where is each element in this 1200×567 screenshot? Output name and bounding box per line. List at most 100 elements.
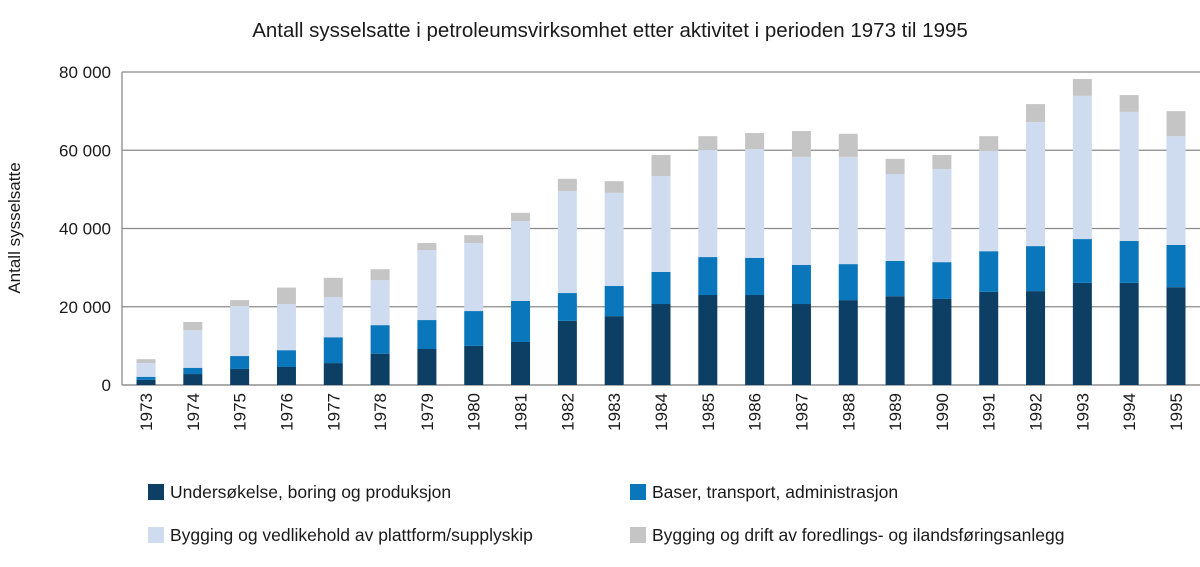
y-tick-label: 80 000	[59, 63, 111, 82]
bar-segment	[1072, 79, 1092, 96]
bar-segment	[276, 287, 296, 305]
bar-segment	[979, 151, 999, 252]
bar-segment	[885, 158, 905, 175]
x-tick-label: 1982	[558, 393, 577, 431]
bar-segment	[932, 262, 952, 299]
bar-segment	[323, 337, 343, 364]
x-tick-label: 1989	[886, 393, 905, 431]
x-tick-label: 1988	[839, 393, 858, 431]
legend-swatch	[148, 527, 164, 543]
y-tick-label: 0	[102, 376, 111, 395]
bar-segment	[1119, 241, 1139, 283]
bar-segment	[417, 242, 437, 251]
legend-label: Bygging og vedlikehold av plattform/supp…	[170, 525, 533, 545]
x-tick-label: 1995	[1167, 393, 1186, 431]
bar-segment	[230, 305, 250, 357]
bar-segment	[183, 330, 203, 368]
chart-title: Antall sysselsatte i petroleumsvirksomhe…	[252, 19, 968, 42]
bar-segment	[417, 349, 437, 385]
bar-segment	[979, 251, 999, 292]
bar-segment	[557, 190, 577, 294]
bar-segment	[417, 250, 437, 321]
legend-label: Bygging og drift av foredlings- og iland…	[652, 525, 1064, 545]
bar-segment	[604, 181, 624, 193]
bar-segment	[1166, 244, 1186, 288]
bar-segment	[370, 353, 390, 385]
x-tick-label: 1980	[465, 393, 484, 431]
x-tick-label: 1990	[933, 393, 952, 431]
bar-segment	[557, 178, 577, 191]
bar-segment	[230, 368, 250, 385]
bar-segment	[511, 341, 531, 385]
x-tick-label: 1976	[277, 393, 296, 431]
bar-segment	[136, 376, 156, 380]
bar-segment	[230, 356, 250, 369]
bar-segment	[651, 154, 671, 177]
bar-segment	[1166, 136, 1186, 245]
bar-segment	[604, 286, 624, 317]
bar-segment	[979, 291, 999, 385]
x-tick-label: 1975	[231, 393, 250, 431]
bar-segment	[511, 212, 531, 222]
bar-segment	[323, 363, 343, 385]
bar-segment	[1119, 95, 1139, 112]
bar-segment	[464, 311, 484, 346]
bar-segment	[651, 304, 671, 385]
y-tick-label: 60 000	[59, 141, 111, 160]
bar-segment	[791, 131, 811, 157]
bar-segment	[1119, 111, 1139, 242]
legend-label: Undersøkelse, boring og produksjon	[170, 482, 451, 502]
bar-segment	[604, 192, 624, 287]
bar-segment	[323, 296, 343, 338]
bar-segment	[791, 264, 811, 305]
bar-segment	[885, 174, 905, 261]
bar-segment	[698, 149, 718, 258]
bar-segment	[838, 156, 858, 265]
bar-segment	[604, 316, 624, 385]
bar-segment	[838, 264, 858, 301]
x-tick-label: 1991	[980, 393, 999, 431]
bar-segment	[511, 300, 531, 342]
bar-segment	[557, 293, 577, 321]
x-tick-label: 1978	[371, 393, 390, 431]
x-tick-label: 1984	[652, 393, 671, 431]
bar-segment	[370, 325, 390, 354]
bar-segment	[745, 133, 765, 150]
bar-segment	[932, 298, 952, 385]
bar-segment	[136, 363, 156, 377]
bar-segment	[651, 271, 671, 305]
legend-swatch	[630, 484, 646, 500]
bar-segment	[745, 257, 765, 296]
x-tick-label: 1981	[512, 393, 531, 431]
bar-segment	[276, 304, 296, 351]
x-tick-label: 1985	[699, 393, 718, 431]
bar-segment	[1026, 122, 1046, 247]
bar-segment	[698, 136, 718, 150]
bar-segment	[885, 260, 905, 297]
x-tick-label: 1983	[605, 393, 624, 431]
x-tick-label: 1992	[1027, 393, 1046, 431]
bar-segment	[370, 280, 390, 326]
bar-segment	[183, 322, 203, 331]
bar-segment	[932, 169, 952, 263]
bar-segment	[464, 345, 484, 385]
legend-swatch	[148, 484, 164, 500]
bar-segment	[932, 154, 952, 170]
y-tick-label: 40 000	[59, 220, 111, 239]
bar-segment	[791, 304, 811, 385]
x-tick-label: 1973	[137, 393, 156, 431]
bar-segment	[323, 277, 343, 297]
bar-segment	[1166, 111, 1186, 137]
bar-segment	[1026, 246, 1046, 292]
y-axis-label: Antall sysselsatte	[5, 162, 24, 293]
bar-segment	[1166, 287, 1186, 385]
bar-segment	[698, 257, 718, 296]
legend-label: Baser, transport, administrasjon	[652, 482, 898, 502]
bar-segment	[745, 149, 765, 258]
bar-segment	[1119, 282, 1139, 385]
bar-segment	[557, 320, 577, 385]
bar-segment	[464, 235, 484, 243]
x-tick-label: 1994	[1120, 393, 1139, 431]
x-tick-label: 1987	[792, 393, 811, 431]
bar-segment	[745, 295, 765, 385]
